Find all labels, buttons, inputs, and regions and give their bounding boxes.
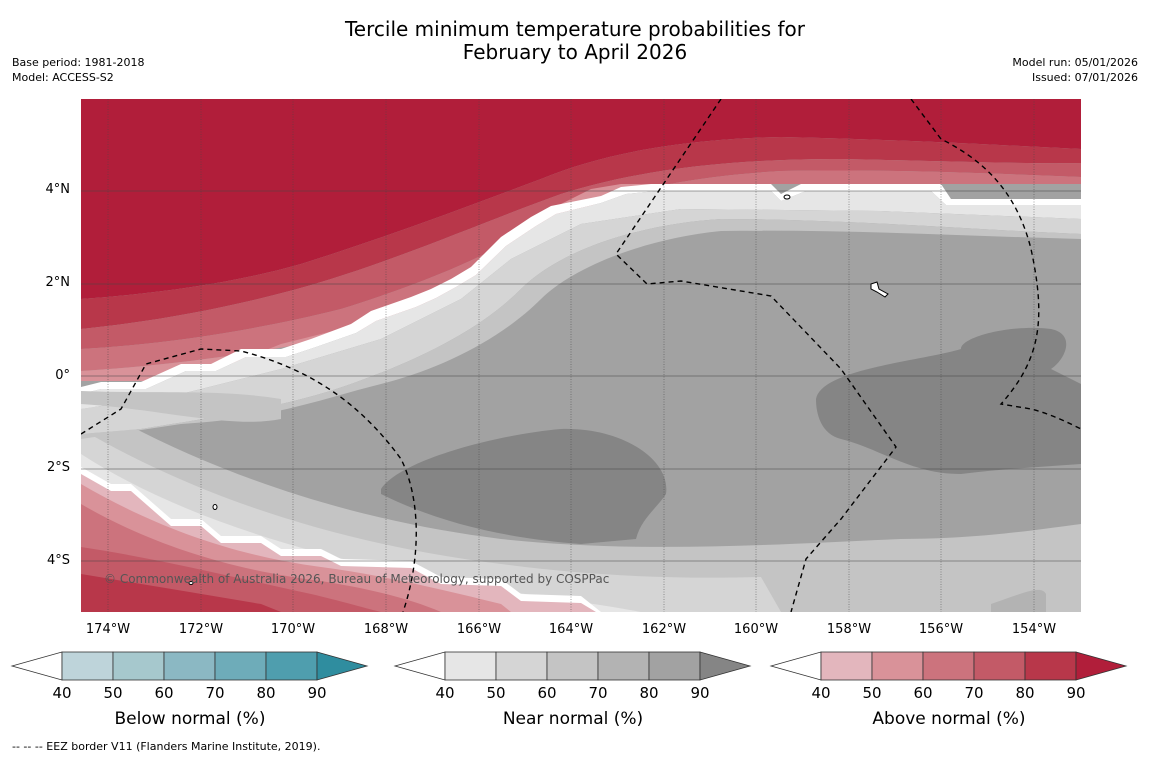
cb-below-seg-6 xyxy=(316,651,369,681)
issued-text: Issued: 07/01/2026 xyxy=(1031,71,1138,84)
lon-label-164w: 164°W xyxy=(548,622,594,637)
map-title: Tercile minimum temperature probabilitie… xyxy=(0,18,1150,64)
lon-label-158w: 158°W xyxy=(826,622,872,637)
cb-above-seg-3 xyxy=(922,651,975,681)
cb-near-tick-90: 90 xyxy=(690,684,710,702)
cb-above-seg-1 xyxy=(820,651,873,681)
cb-below-seg-3 xyxy=(163,651,216,681)
near-normal-80-east xyxy=(816,327,1081,474)
islands xyxy=(188,194,889,585)
cb-near-seg-4 xyxy=(597,651,650,681)
cb-near-seg-3 xyxy=(546,651,599,681)
colorbar-near-normal xyxy=(393,651,752,681)
above-normal-90-north xyxy=(81,99,1081,299)
lon-label-154w: 154°W xyxy=(1011,622,1057,637)
lon-label-166w: 166°W xyxy=(456,622,502,637)
cb-near-tick-40: 40 xyxy=(435,684,455,702)
colorbar-below-segments xyxy=(10,651,369,681)
probability-map xyxy=(81,99,1081,612)
cb-near-title: Near normal (%) xyxy=(502,709,644,729)
cb-below-tick-70: 70 xyxy=(205,684,225,702)
cb-above-seg-4 xyxy=(973,651,1026,681)
lon-label-162w: 162°W xyxy=(641,622,687,637)
cb-near-seg-2 xyxy=(495,651,548,681)
cb-above-seg-6 xyxy=(1075,651,1128,681)
meta-right: Model run: 05/01/2026 Issued: 07/01/2026 xyxy=(1012,55,1138,85)
meta-left: Base period: 1981-2018 Model: ACCESS-S2 xyxy=(12,55,144,85)
cb-near-seg-5 xyxy=(648,651,701,681)
cb-near-seg-0 xyxy=(393,651,446,681)
cb-above-tick-90: 90 xyxy=(1066,684,1086,702)
cb-near-seg-6 xyxy=(699,651,752,681)
cb-above-tick-60: 60 xyxy=(913,684,933,702)
near-normal-40-north xyxy=(81,191,1081,409)
cb-below-tick-60: 60 xyxy=(154,684,174,702)
white-band-north xyxy=(81,184,1081,394)
model-text: Model: ACCESS-S2 xyxy=(12,71,114,84)
near-normal-60-north xyxy=(81,219,1081,439)
eez-footnote: -- -- -- EEZ border V11 (Flanders Marine… xyxy=(12,740,321,753)
lon-label-174w: 174°W xyxy=(85,622,131,637)
near-normal-80-west xyxy=(381,428,667,544)
cb-above-tick-40: 40 xyxy=(811,684,831,702)
lat-label-2s: 2°S xyxy=(46,460,70,475)
near-normal-70-bottom xyxy=(991,589,1046,612)
lon-label-170w: 170°W xyxy=(270,622,316,637)
cb-near-seg-1 xyxy=(444,651,497,681)
cb-above-seg-5 xyxy=(1024,651,1077,681)
cb-near-tick-60: 60 xyxy=(537,684,557,702)
model-run-text: Model run: 05/01/2026 xyxy=(1012,56,1138,69)
colorbar-below-normal xyxy=(10,651,369,681)
cb-below-seg-0 xyxy=(10,651,63,681)
cb-near-tick-80: 80 xyxy=(639,684,659,702)
cb-below-tick-80: 80 xyxy=(256,684,276,702)
eez-borders xyxy=(81,99,1081,612)
cb-near-tick-50: 50 xyxy=(486,684,506,702)
lon-label-168w: 168°W xyxy=(363,622,409,637)
cb-above-tick-80: 80 xyxy=(1015,684,1035,702)
near-normal-50-north xyxy=(81,209,1081,434)
above-normal-70-north xyxy=(81,159,1081,349)
map-title-line-1: Tercile minimum temperature probabilitie… xyxy=(344,17,806,41)
cb-below-seg-4 xyxy=(214,651,267,681)
cb-below-tick-90: 90 xyxy=(307,684,327,702)
cb-above-title: Above normal (%) xyxy=(872,709,1026,729)
cb-below-tick-50: 50 xyxy=(103,684,123,702)
cb-below-seg-5 xyxy=(265,651,318,681)
cb-above-seg-2 xyxy=(871,651,924,681)
lat-label-0: 0° xyxy=(55,368,70,383)
near-normal-60-mid xyxy=(81,391,281,422)
colorbar-near-segments xyxy=(393,651,752,681)
map-title-line-2: February to April 2026 xyxy=(462,40,688,64)
latitude-lines xyxy=(81,190,1081,562)
above-normal-60-north xyxy=(81,170,1081,371)
colorbar-above-normal xyxy=(769,651,1128,681)
cb-below-seg-1 xyxy=(61,651,114,681)
graticule xyxy=(107,99,1035,612)
copyright-text: © Commonwealth of Australia 2026, Bureau… xyxy=(104,572,610,586)
cb-above-tick-70: 70 xyxy=(964,684,984,702)
lon-label-160w: 160°W xyxy=(733,622,779,637)
base-period-text: Base period: 1981-2018 xyxy=(12,56,145,69)
lon-label-156w: 156°W xyxy=(918,622,964,637)
cb-above-tick-50: 50 xyxy=(862,684,882,702)
lat-label-4s: 4°S xyxy=(46,553,70,568)
lat-label-4n: 4°N xyxy=(45,182,71,197)
cb-near-tick-70: 70 xyxy=(588,684,608,702)
colorbar-above-segments xyxy=(769,651,1128,681)
above-normal-80-south xyxy=(81,574,281,612)
above-normal-80-north xyxy=(81,137,1081,329)
lon-label-172w: 172°W xyxy=(178,622,224,637)
cb-above-seg-0 xyxy=(769,651,822,681)
lat-label-2n: 2°N xyxy=(45,275,71,290)
cb-below-seg-2 xyxy=(112,651,165,681)
cb-below-tick-40: 40 xyxy=(52,684,72,702)
cb-below-title: Below normal (%) xyxy=(114,709,266,729)
